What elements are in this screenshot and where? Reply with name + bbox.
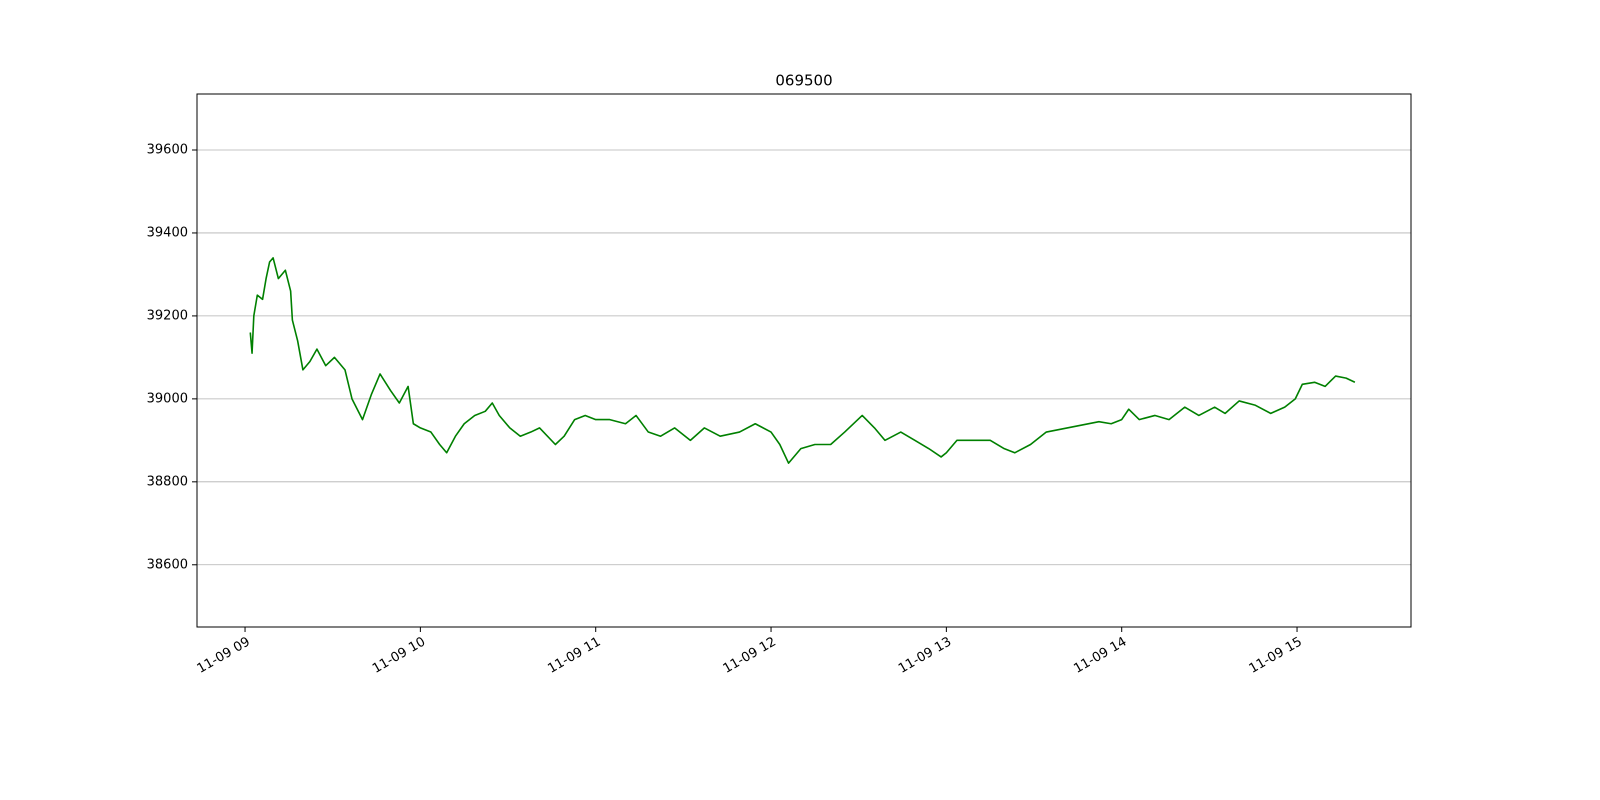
y-tick-label: 39600	[147, 142, 188, 157]
y-tick-label: 38800	[147, 474, 188, 489]
y-tick-label: 39000	[147, 391, 188, 406]
line	[249, 257, 1356, 464]
y-tick-label: 38600	[147, 557, 188, 572]
plot-frame	[196, 93, 1412, 628]
y-tick-label: 39400	[147, 225, 188, 240]
chart-title: 069500	[775, 72, 832, 90]
y-tick-label: 39200	[147, 308, 188, 323]
